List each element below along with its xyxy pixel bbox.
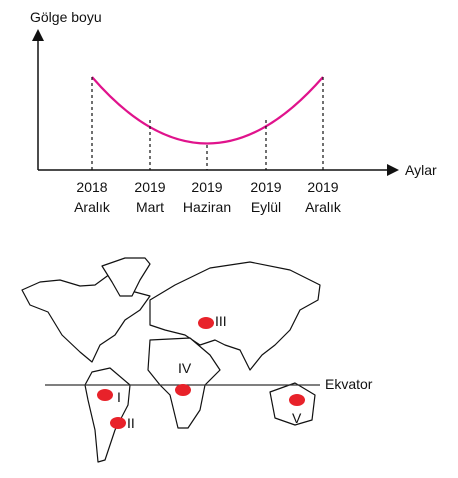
year-label: 2019: [191, 179, 222, 195]
location-marker: [289, 394, 305, 406]
y-axis-label: Gölge boyu: [30, 9, 102, 25]
graph: Gölge boyu Aylar 2018 Aralık 2019 Mart 2019 H…: [30, 9, 437, 215]
south-america: [84, 367, 131, 463]
x-axis-label: Aylar: [405, 162, 437, 178]
year-label: 2019: [307, 179, 338, 195]
location-marker: [110, 417, 126, 429]
year-label: 2019: [250, 179, 281, 195]
marker-label: II: [127, 415, 135, 431]
africa: [147, 337, 221, 429]
location-marker: [198, 317, 214, 329]
location-marker: [175, 384, 191, 396]
marker-label: I: [117, 389, 121, 405]
equator-label: Ekvator: [325, 376, 373, 392]
marker-label: IV: [178, 360, 192, 376]
location-marker: [97, 389, 113, 401]
month-label: Mart: [136, 199, 164, 215]
marker-label: III: [215, 313, 227, 329]
month-label: Aralık: [74, 199, 111, 215]
eurasia: [149, 261, 321, 371]
marker-label: V: [292, 410, 302, 426]
year-label: 2019: [134, 179, 165, 195]
year-label: 2018: [76, 179, 107, 195]
greenland: [101, 257, 151, 297]
north-america: [21, 273, 151, 363]
month-label: Eylül: [251, 199, 281, 215]
month-label: Aralık: [305, 199, 342, 215]
shadow-curve: [91, 76, 324, 145]
month-label: Haziran: [183, 199, 231, 215]
